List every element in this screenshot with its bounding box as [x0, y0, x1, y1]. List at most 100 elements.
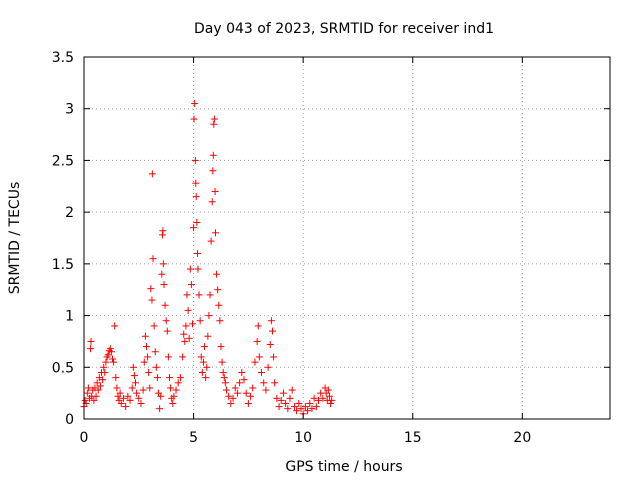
data-point — [182, 322, 190, 330]
x-tick-label: 15 — [404, 430, 422, 446]
data-point — [233, 389, 241, 397]
data-point — [185, 334, 193, 342]
data-point — [84, 384, 92, 392]
data-point — [122, 403, 130, 411]
data-point — [110, 358, 118, 366]
data-point — [295, 399, 303, 407]
x-tick-label: 20 — [513, 430, 531, 446]
data-point — [90, 396, 98, 404]
data-point — [199, 358, 207, 366]
data-point — [148, 296, 156, 304]
data-point — [135, 394, 143, 402]
data-point — [196, 317, 204, 325]
data-point — [159, 260, 167, 268]
data-point — [247, 392, 255, 400]
chart-title: Day 043 of 2023, SRMTID for receiver ind… — [194, 21, 494, 37]
data-point — [236, 379, 244, 387]
x-tick-label: 0 — [80, 430, 89, 446]
data-point — [162, 317, 170, 325]
data-point — [194, 250, 202, 258]
data-point — [187, 281, 195, 289]
data-point — [293, 407, 301, 415]
data-point — [152, 363, 160, 371]
data-point — [116, 389, 124, 397]
data-point — [270, 353, 278, 361]
data-point — [191, 156, 199, 164]
data-point — [119, 394, 127, 402]
data-point — [94, 386, 102, 394]
data-point — [262, 386, 270, 394]
data-point — [209, 151, 217, 159]
data-point — [249, 384, 257, 392]
data-point — [315, 396, 323, 404]
data-points — [80, 100, 336, 418]
x-axis-label: GPS time / hours — [285, 459, 402, 475]
data-point — [147, 285, 155, 293]
data-point — [194, 265, 202, 273]
data-point — [192, 179, 200, 187]
data-point — [301, 403, 309, 411]
data-point — [192, 193, 200, 201]
data-point — [179, 353, 187, 361]
data-point — [188, 320, 196, 328]
data-point — [137, 399, 145, 407]
data-point — [328, 396, 336, 404]
data-point — [139, 386, 147, 394]
data-point — [180, 330, 188, 338]
data-point — [220, 374, 228, 382]
axis-ticks: 0 0.5 1 1.5 2 2.5 3 3.5 0 5 10 15 20 — [52, 50, 610, 446]
data-point — [218, 358, 226, 366]
data-point — [197, 353, 205, 361]
data-point — [183, 291, 191, 299]
data-point — [100, 363, 108, 371]
data-point — [117, 399, 125, 407]
data-point — [327, 399, 335, 407]
data-point — [163, 327, 171, 335]
data-point — [325, 392, 333, 400]
data-point — [229, 394, 237, 402]
data-point — [195, 291, 203, 299]
y-tick-label: 0 — [65, 412, 74, 428]
data-point — [260, 379, 268, 387]
data-point — [149, 255, 157, 263]
data-point — [304, 407, 312, 415]
data-point — [312, 403, 320, 411]
data-point — [142, 343, 150, 351]
data-point — [169, 399, 177, 407]
data-point — [271, 379, 279, 387]
data-point — [159, 227, 167, 235]
x-tick-label: 10 — [294, 430, 312, 446]
data-point — [124, 392, 132, 400]
data-point — [141, 332, 149, 340]
data-point — [108, 355, 116, 363]
data-point — [206, 291, 214, 299]
data-point — [210, 115, 218, 123]
data-point — [221, 379, 229, 387]
data-point — [174, 379, 182, 387]
data-point — [81, 396, 89, 404]
data-point — [267, 317, 275, 325]
data-point — [158, 270, 166, 278]
data-point — [167, 384, 175, 392]
data-point — [133, 389, 141, 397]
data-point — [170, 392, 178, 400]
data-point — [153, 374, 161, 382]
data-point — [184, 306, 192, 314]
data-point — [201, 343, 209, 351]
data-point — [101, 368, 109, 376]
data-point — [87, 345, 95, 353]
y-tick-label: 2.5 — [52, 153, 74, 169]
data-point — [112, 374, 120, 382]
plot-frame — [83, 56, 611, 420]
data-point — [225, 392, 233, 400]
data-point — [198, 368, 206, 376]
data-point — [130, 372, 138, 380]
data-point — [161, 301, 169, 309]
data-point — [146, 384, 154, 392]
data-point — [244, 399, 252, 407]
data-point — [275, 403, 283, 411]
data-point — [144, 353, 152, 361]
data-point — [145, 368, 153, 376]
data-point — [242, 389, 250, 397]
data-point — [113, 384, 121, 392]
